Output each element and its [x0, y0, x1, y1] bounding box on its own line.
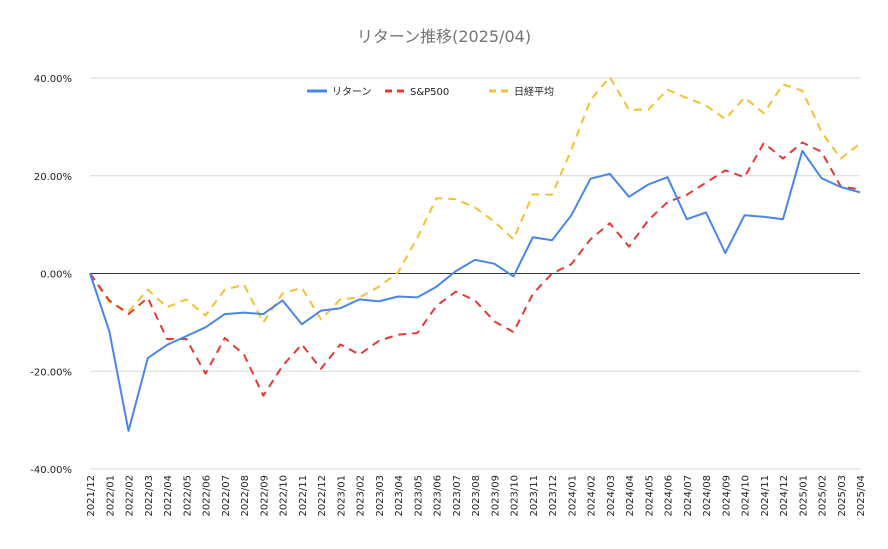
x-tick-label: 2023/05: [413, 475, 424, 517]
x-tick-label: 2023/02: [356, 475, 367, 517]
x-tick-label: 2024/06: [664, 475, 675, 517]
x-tick-label: 2023/06: [433, 475, 444, 517]
x-tick-label: 2024/02: [587, 475, 598, 517]
x-tick-label: 2022/04: [163, 475, 174, 517]
x-tick-label: 2023/01: [336, 475, 347, 517]
x-tick-label: 2022/12: [317, 475, 328, 517]
x-tick-label: 2022/06: [202, 475, 213, 517]
x-tick-label: 2023/07: [452, 475, 463, 517]
x-tick-label: 2021/12: [86, 475, 97, 517]
x-tick-label: 2025/03: [837, 475, 848, 517]
x-tick-label: 2023/08: [471, 475, 482, 517]
y-tick-label: 0.00%: [40, 270, 72, 281]
legend: リターン S&P500 日経平均: [307, 85, 554, 98]
legend-label: S&P500: [410, 87, 449, 98]
y-axis-ticks: 40.00% 20.00% 0.00% -20.00% -40.00%: [30, 74, 72, 476]
x-tick-label: 2023/10: [510, 475, 521, 517]
x-tick-label: 2022/01: [105, 475, 116, 517]
x-axis-ticks: 2021/12 2022/01 2022/02 2022/03 2022/04 2022/…: [86, 475, 867, 517]
y-tick-label: -20.00%: [30, 367, 72, 378]
x-tick-label: 2025/01: [798, 475, 809, 517]
x-tick-label: 2024/09: [721, 475, 732, 517]
x-tick-label: 2024/07: [683, 475, 694, 517]
x-tick-label: 2023/12: [548, 475, 559, 517]
x-tick-label: 2022/09: [259, 475, 270, 517]
x-tick-label: 2024/01: [567, 475, 578, 517]
legend-label: 日経平均: [514, 85, 554, 98]
x-tick-label: 2022/05: [182, 475, 193, 517]
x-tick-label: 2024/05: [644, 475, 655, 517]
x-tick-label: 2022/07: [221, 475, 232, 517]
x-tick-label: 2023/11: [529, 475, 540, 517]
x-tick-label: 2023/09: [490, 475, 501, 517]
y-tick-label: 20.00%: [34, 172, 72, 183]
x-tick-label: 2023/03: [375, 475, 386, 517]
x-tick-label: 2024/04: [625, 475, 636, 517]
x-tick-label: 2024/03: [606, 475, 617, 517]
x-tick-label: 2022/02: [125, 475, 136, 517]
series-line: [89, 141, 861, 397]
x-tick-label: 2022/11: [298, 475, 309, 517]
series-line: [89, 76, 861, 324]
x-tick-label: 2022/03: [144, 475, 155, 517]
x-tick-label: 2025/04: [856, 475, 867, 517]
series-line: [89, 149, 861, 432]
x-tick-label: 2024/08: [702, 475, 713, 517]
legend-label: リターン: [332, 86, 372, 98]
x-tick-label: 2024/12: [779, 475, 790, 517]
x-tick-label: 2022/08: [240, 475, 251, 517]
x-tick-label: 2024/10: [741, 475, 752, 517]
gridlines: [90, 77, 860, 470]
series-lines: [89, 76, 861, 432]
x-tick-label: 2025/02: [818, 475, 829, 517]
y-tick-label: -40.00%: [30, 465, 72, 476]
x-tick-label: 2023/04: [394, 475, 405, 517]
x-tick-label: 2022/10: [279, 475, 290, 517]
chart-title: リターン推移(2025/04): [357, 27, 531, 46]
x-tick-label: 2024/11: [760, 475, 771, 517]
y-tick-label: 40.00%: [34, 74, 72, 85]
